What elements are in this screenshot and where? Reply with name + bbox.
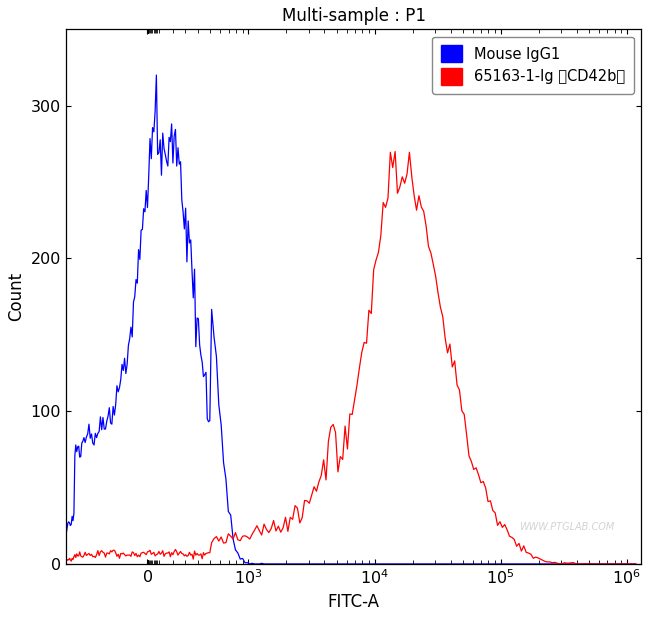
Text: WWW.PTGLAB.COM: WWW.PTGLAB.COM: [519, 522, 614, 531]
Title: Multi-sample : P1: Multi-sample : P1: [281, 7, 426, 25]
X-axis label: FITC-A: FITC-A: [328, 593, 380, 611]
Y-axis label: Count: Count: [7, 272, 25, 321]
Legend: Mouse IgG1, 65163-1-Ig （CD42b）: Mouse IgG1, 65163-1-Ig （CD42b）: [432, 36, 634, 93]
